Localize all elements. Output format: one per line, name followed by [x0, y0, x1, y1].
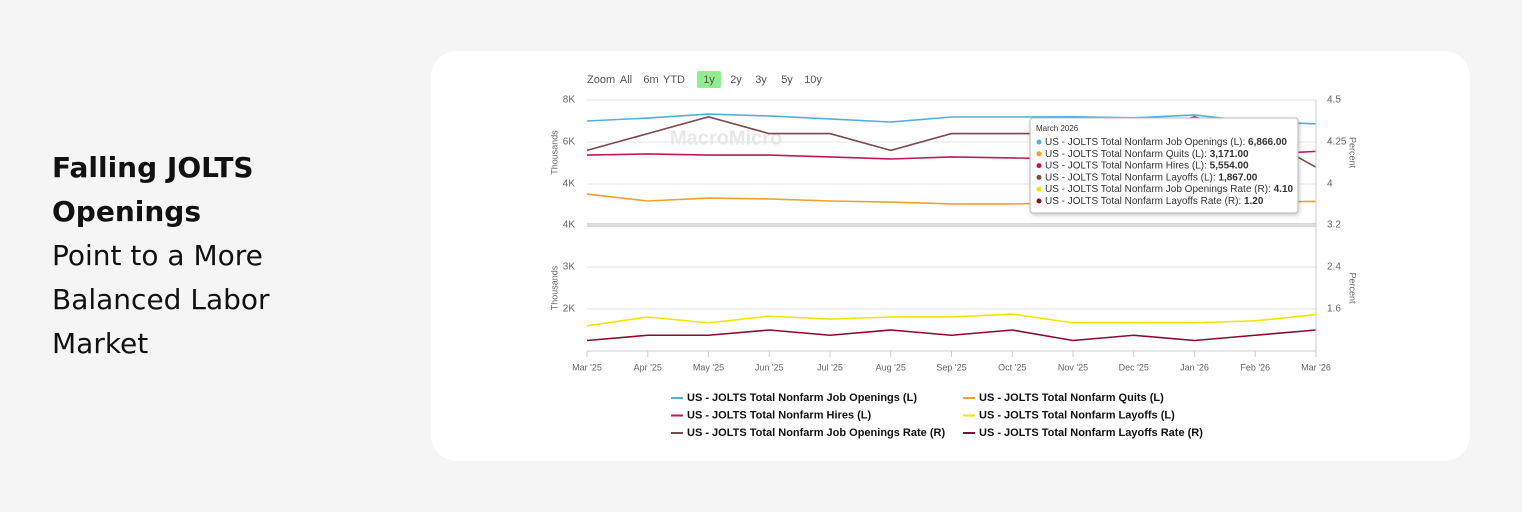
x-tick-label: Feb '26 [1240, 362, 1270, 372]
legend-label[interactable]: US - JOLTS Total Nonfarm Layoffs Rate (R… [979, 427, 1203, 439]
zoom-button[interactable]: All [620, 74, 632, 86]
tooltip-dot [1036, 174, 1042, 180]
series-line [586, 313, 1317, 327]
card [431, 51, 1470, 461]
y-tick-label: 3K [563, 262, 576, 273]
y-axis-title: Thousands [549, 265, 559, 310]
tooltip-label: US - JOLTS Total Nonfarm Quits (L): [1045, 148, 1210, 159]
y2-axis-title: Percent [1348, 137, 1358, 169]
y2-tick-label: 4 [1327, 179, 1333, 190]
x-tick-label: Dec '25 [1119, 362, 1149, 372]
tooltip-label: US - JOLTS Total Nonfarm Job Openings (L… [1045, 137, 1248, 148]
tooltip-title: March 2026 [1036, 124, 1079, 133]
tooltip-box [1029, 117, 1299, 214]
heading: Falling JOLTS Openings Point to a More B… [52, 146, 332, 366]
y-tick-label: 6K [563, 137, 576, 148]
x-tick-label: Oct '25 [998, 362, 1026, 372]
x-tick-label: Jun '25 [755, 362, 784, 372]
y2-tick-label: 4.5 [1327, 95, 1341, 106]
x-tick-label: Aug '25 [876, 362, 906, 372]
tooltip-dot [1036, 186, 1042, 192]
zoom-button[interactable]: 3y [755, 74, 767, 86]
watermark: MacroMicro [670, 127, 782, 149]
y-axis-title: Thousands [549, 130, 559, 175]
zoom-button[interactable]: 2y [730, 74, 742, 86]
tooltip-value: 5,554.00 [1210, 160, 1249, 171]
tooltip-dot [1036, 198, 1042, 204]
x-tick-label: Jan '26 [1180, 362, 1209, 372]
x-tick-label: Mar '26 [1301, 362, 1331, 372]
legend-label[interactable]: US - JOLTS Total Nonfarm Hires (L) [687, 409, 871, 421]
tooltip-row: US - JOLTS Total Nonfarm Layoffs (L): 1,… [1045, 172, 1258, 183]
series-line [586, 113, 1317, 125]
zoom-button[interactable]: 6m [643, 74, 658, 86]
series-line [586, 115, 1317, 168]
y-tick-label: 4K [563, 220, 576, 231]
heading-title: Falling JOLTS Openings [52, 151, 254, 228]
zoom-button[interactable]: 10y [804, 74, 822, 86]
tooltip-value: 4.10 [1274, 184, 1294, 195]
tooltip-row: US - JOLTS Total Nonfarm Layoffs Rate (R… [1045, 196, 1264, 207]
series-line [586, 329, 1317, 342]
y2-axis-title: Percent [1348, 272, 1358, 304]
y-tick-label: 2K [563, 304, 576, 315]
legend-label[interactable]: US - JOLTS Total Nonfarm Job Openings (L… [687, 392, 917, 404]
tooltip-dot [1036, 163, 1042, 169]
tooltip-value: 3,171.00 [1210, 148, 1249, 159]
legend-label[interactable]: US - JOLTS Total Nonfarm Quits (L) [979, 392, 1164, 404]
tooltip-value: 1.20 [1244, 196, 1264, 207]
zoom-button[interactable]: YTD [663, 74, 685, 86]
zoom-button[interactable]: 5y [781, 74, 793, 86]
tooltip-label: US - JOLTS Total Nonfarm Layoffs (L): [1045, 172, 1218, 183]
tooltip-row: US - JOLTS Total Nonfarm Job Openings Ra… [1045, 184, 1294, 195]
y2-tick-label: 1.6 [1327, 304, 1341, 315]
tooltip-dot [1036, 139, 1042, 145]
zoom-button-active [697, 71, 721, 88]
y2-tick-label: 4.25 [1327, 137, 1347, 148]
tooltip-value: 6,866.00 [1248, 137, 1287, 148]
legend-label[interactable]: US - JOLTS Total Nonfarm Layoffs (L) [979, 409, 1175, 421]
x-tick-label: Jul '25 [817, 362, 843, 372]
y-tick-label: 8K [563, 95, 576, 106]
x-tick-label: Mar '25 [572, 362, 602, 372]
zoom-label: Zoom [587, 74, 615, 86]
tooltip-row: US - JOLTS Total Nonfarm Hires (L): 5,55… [1045, 160, 1249, 171]
x-tick-label: May '25 [693, 362, 724, 372]
y2-tick-label: 2.4 [1327, 262, 1341, 273]
x-tick-label: Apr '25 [634, 362, 662, 372]
y2-tick-label: 3.2 [1327, 220, 1341, 231]
tooltip-label: US - JOLTS Total Nonfarm Layoffs Rate (R… [1045, 196, 1244, 207]
zoom-button[interactable]: 1y [703, 74, 715, 86]
heading-subtitle: Point to a More Balanced Labor Market [52, 239, 270, 360]
x-tick-label: Nov '25 [1058, 362, 1088, 372]
tooltip-dot [1036, 151, 1042, 157]
tooltip-row: US - JOLTS Total Nonfarm Job Openings (L… [1045, 137, 1287, 148]
tooltip-value: 1,867.00 [1218, 172, 1257, 183]
tooltip-label: US - JOLTS Total Nonfarm Job Openings Ra… [1045, 184, 1274, 195]
legend-label[interactable]: US - JOLTS Total Nonfarm Job Openings Ra… [687, 427, 945, 439]
y-tick-label: 4K [563, 179, 576, 190]
tooltip-label: US - JOLTS Total Nonfarm Hires (L): [1045, 160, 1210, 171]
x-tick-label: Sep '25 [936, 362, 966, 372]
tooltip-row: US - JOLTS Total Nonfarm Quits (L): 3,17… [1045, 148, 1249, 159]
